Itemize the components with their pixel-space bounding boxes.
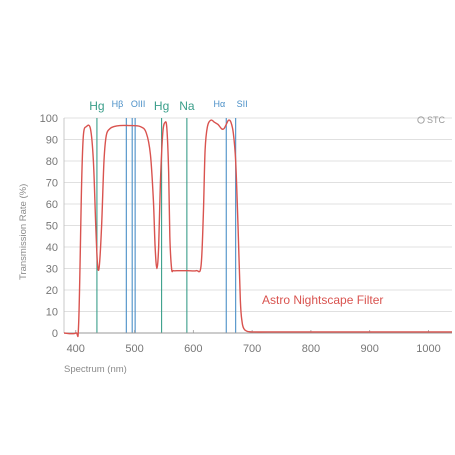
grid-lines bbox=[64, 117, 452, 312]
y-tick-label: 50 bbox=[46, 221, 58, 233]
y-tick-label: 80 bbox=[46, 156, 58, 168]
emission-line-label: Hβ bbox=[112, 99, 124, 109]
y-tick-label: 0 bbox=[52, 328, 58, 340]
y-tick-label: 10 bbox=[46, 307, 58, 319]
emission-line-label: Hg bbox=[154, 99, 169, 113]
brand-icon bbox=[417, 116, 425, 124]
emission-line-labels: Hg Hβ OIII Hg Na Hα SII bbox=[89, 99, 247, 113]
brand-text: STC bbox=[427, 115, 446, 125]
x-tick-label: 700 bbox=[243, 343, 261, 355]
x-tick-label: 400 bbox=[67, 343, 85, 355]
y-axis-label: Transmission Rate (%) bbox=[18, 184, 29, 280]
y-tick-label: 90 bbox=[46, 135, 58, 147]
emission-lines bbox=[96, 118, 237, 333]
emission-line-label: Hg bbox=[89, 99, 104, 113]
brand-logo: STC bbox=[417, 115, 446, 125]
x-tick-label: 600 bbox=[184, 343, 202, 355]
emission-line-label: Na bbox=[179, 99, 195, 113]
emission-line-label: SII bbox=[237, 99, 248, 109]
x-tick-label: 1000 bbox=[416, 343, 440, 355]
y-tick-label: 30 bbox=[46, 264, 58, 276]
x-tick-label: 500 bbox=[125, 343, 143, 355]
tick-labels: 0 10 20 30 40 50 60 70 80 90 100 400 500 600 700 800 900… bbox=[40, 113, 441, 355]
y-tick-label: 100 bbox=[40, 113, 58, 125]
x-tick-label: 800 bbox=[302, 343, 320, 355]
y-tick-label: 40 bbox=[46, 242, 58, 254]
x-tick-label: 900 bbox=[361, 343, 379, 355]
series-label: Astro Nightscape Filter bbox=[262, 293, 383, 307]
y-tick-label: 70 bbox=[46, 178, 58, 190]
series-line-astro-nightscape bbox=[63, 119, 452, 338]
emission-line-label: Hα bbox=[214, 99, 226, 109]
y-tick-label: 20 bbox=[46, 285, 58, 297]
emission-line-label: OIII bbox=[131, 99, 146, 109]
x-axis-label: Spectrum (nm) bbox=[64, 364, 127, 375]
y-tick-label: 60 bbox=[46, 199, 58, 211]
